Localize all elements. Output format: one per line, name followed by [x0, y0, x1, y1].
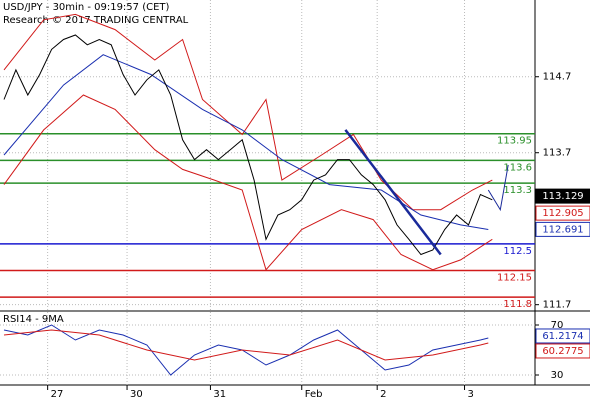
price-tag	[535, 328, 590, 344]
price-tag-label: 113.129	[542, 191, 583, 202]
price-tag	[535, 205, 590, 221]
series-line	[3, 54, 489, 230]
level-label: 113.6	[503, 162, 532, 173]
series-line	[3, 13, 493, 211]
y-tick-label: 70	[551, 320, 564, 331]
x-tick-label: 31	[213, 389, 226, 400]
x-tick-label: 27	[51, 389, 64, 400]
panel-subtitle: Research © 2017 TRADING CENTRAL	[3, 15, 189, 26]
price-tag-label: 60.2775	[542, 346, 583, 357]
panel-title: RSI14 - 9MA	[3, 314, 64, 325]
price-tag-label: 112.905	[542, 208, 583, 219]
price-tag	[535, 343, 590, 359]
panel-title: USD/JPY - 30min - 09:19:57 (CET)	[3, 2, 170, 13]
y-tick-label: 113.7	[543, 148, 572, 159]
y-tick-label: 111.7	[543, 300, 572, 311]
y-tick-label: 30	[551, 370, 564, 381]
level-label: 113.3	[503, 185, 532, 196]
series-line	[3, 329, 489, 361]
x-tick-label: 3	[468, 389, 474, 400]
price-tag-label: 112.691	[542, 224, 583, 235]
price-tag	[535, 188, 590, 204]
level-label: 111.8	[503, 299, 532, 310]
series-line	[3, 34, 493, 256]
series-line	[487, 164, 509, 212]
price-tag-label: 61.2174	[542, 331, 583, 342]
level-label: 113.95	[497, 136, 532, 147]
x-tick-label: 2	[380, 389, 386, 400]
level-label: 112.5	[503, 246, 532, 257]
series-line	[3, 324, 489, 376]
level-label: 112.15	[497, 272, 532, 283]
series-line	[3, 94, 493, 271]
x-tick-label: Feb	[305, 389, 323, 400]
y-tick-label: 114.7	[543, 72, 572, 83]
x-tick-label: 30	[130, 389, 143, 400]
series-line	[344, 129, 442, 256]
price-tag	[535, 221, 590, 237]
